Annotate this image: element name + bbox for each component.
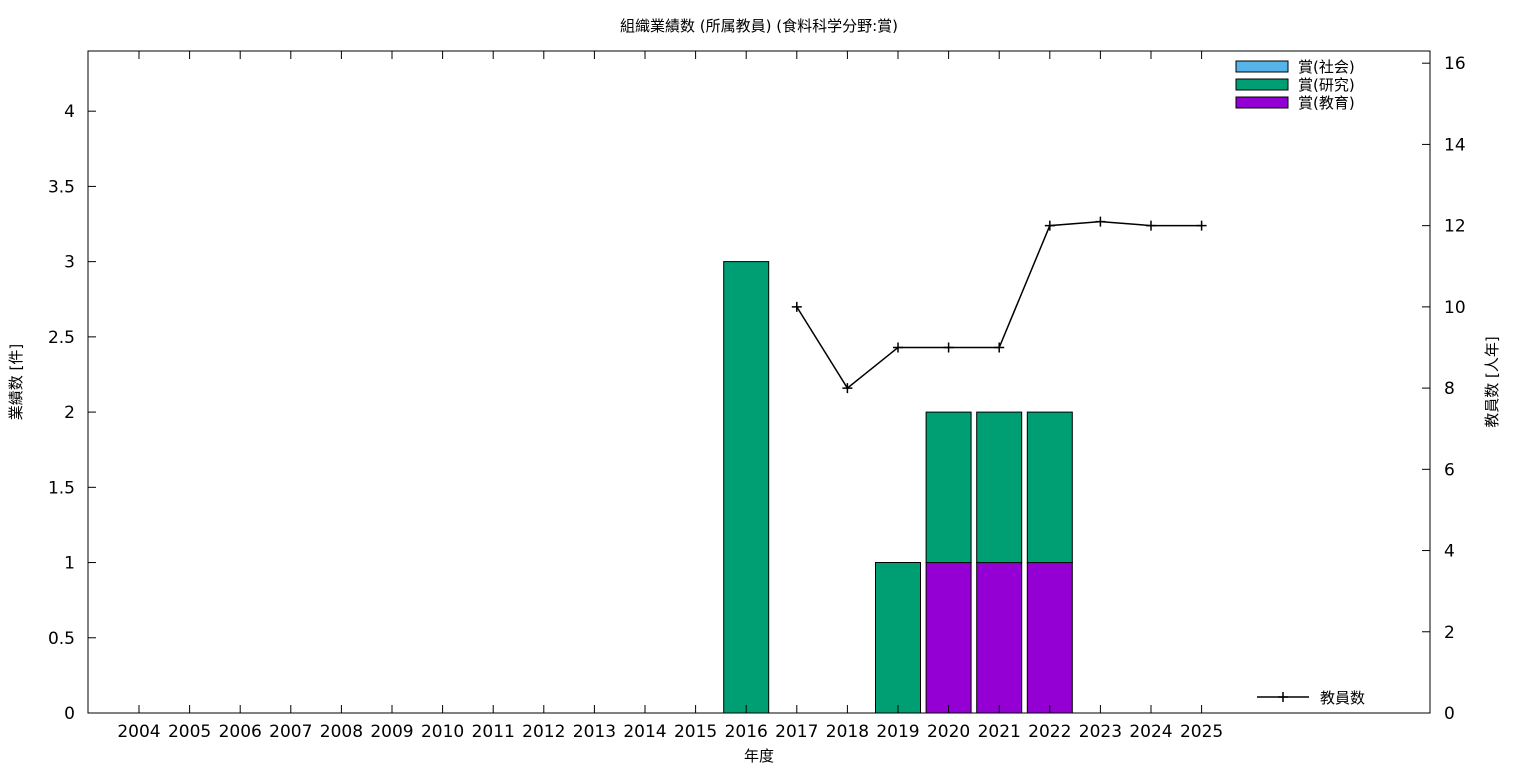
y2-tick-label-0: 0 <box>1444 704 1455 724</box>
y-tick-label-8: 4 <box>64 102 75 122</box>
y-axis-label: 業績数 [件] <box>7 344 25 420</box>
y2-tick-label-1: 2 <box>1444 623 1455 643</box>
y2-tick-label-7: 14 <box>1444 135 1466 155</box>
line-point-2023 <box>1095 216 1106 227</box>
bar-2022-series-1 <box>1026 411 1073 564</box>
line-point-2018 <box>842 383 853 394</box>
x-tick-label-2013: 2013 <box>573 722 616 742</box>
x-tick-label-2010: 2010 <box>421 722 464 742</box>
line-point-2025 <box>1196 220 1207 231</box>
bar-2021-series-0 <box>976 562 1023 714</box>
y2-tick-label-4: 8 <box>1444 379 1455 399</box>
y2-axis-label: 教員数 [人年] <box>1483 336 1501 427</box>
legend-label-2: 賞(教育) <box>1298 94 1355 112</box>
bar-2022-series-0 <box>1026 562 1073 714</box>
x-tick-label-2007: 2007 <box>269 722 312 742</box>
x-axis-label: 年度 <box>744 747 774 765</box>
x-tick-label-2004: 2004 <box>117 722 160 742</box>
chart-title: 組織業績数 (所属教員) (食料科学分野:賞) <box>620 17 898 35</box>
x-tick-label-2008: 2008 <box>320 722 363 742</box>
x-tick-label-2006: 2006 <box>219 722 262 742</box>
legend-label-0: 賞(社会) <box>1298 58 1355 76</box>
bar-2021-series-1 <box>976 411 1023 564</box>
x-tick-label-2020: 2020 <box>927 722 970 742</box>
line-legend-label: 教員数 <box>1320 689 1365 707</box>
y-tick-label-1: 0.5 <box>48 629 75 649</box>
x-tick-label-2019: 2019 <box>876 722 919 742</box>
x-tick-label-2018: 2018 <box>826 722 869 742</box>
legend-swatch-0 <box>1235 60 1289 73</box>
bar-2019-series-1 <box>875 562 921 714</box>
faculty-line-group <box>791 216 1207 394</box>
line-point-2020 <box>943 342 954 353</box>
x-tick-label-2024: 2024 <box>1129 722 1172 742</box>
x-axis-ticks: 2004 2005 2006 2007 2008 2009 2010 2011 2012 2013… <box>117 51 1223 742</box>
legend: 賞(社会)賞(研究)賞(教育) <box>1235 58 1355 112</box>
y-tick-label-3: 1.5 <box>48 478 75 498</box>
faculty-line <box>796 220 1202 390</box>
x-tick-label-2017: 2017 <box>775 722 818 742</box>
y-tick-label-2: 1 <box>64 554 75 574</box>
y2-tick-label-3: 6 <box>1444 460 1455 480</box>
x-tick-label-2021: 2021 <box>978 722 1021 742</box>
bar-2016-series-1 <box>723 261 770 714</box>
x-tick-label-2022: 2022 <box>1028 722 1071 742</box>
x-tick-label-2009: 2009 <box>370 722 413 742</box>
left-axis-ticks: 0 0.5 1 1.5 2 2.5 3 3.5 4 <box>48 102 96 724</box>
y-tick-label-4: 2 <box>64 403 75 423</box>
bar-2020-series-0 <box>925 562 972 714</box>
line-point-2021 <box>994 342 1005 353</box>
x-tick-label-2011: 2011 <box>472 722 515 742</box>
line-legend-marker <box>1278 692 1288 702</box>
x-tick-label-2023: 2023 <box>1079 722 1122 742</box>
x-tick-label-2015: 2015 <box>674 722 717 742</box>
bar-2020-series-1 <box>925 411 972 564</box>
legend-label-1: 賞(研究) <box>1298 76 1355 94</box>
y-tick-label-0: 0 <box>64 704 75 724</box>
line-point-2019 <box>893 342 903 353</box>
y-tick-label-7: 3.5 <box>48 177 75 197</box>
line-point-2017 <box>791 301 802 312</box>
legend-swatch-1 <box>1235 78 1289 91</box>
plot-frame <box>87 50 1431 714</box>
y2-tick-label-8: 16 <box>1444 54 1466 74</box>
y-tick-label-5: 2.5 <box>48 328 75 348</box>
x-tick-label-2025: 2025 <box>1180 722 1223 742</box>
bars-group <box>723 261 1073 714</box>
line-point-2024 <box>1146 220 1156 231</box>
y2-tick-label-5: 10 <box>1444 298 1466 318</box>
x-tick-label-2005: 2005 <box>168 722 211 742</box>
right-axis-ticks: 0 2 4 6 8 10 12 14 16 <box>1422 54 1466 724</box>
line-legend: 教員数 <box>1257 689 1365 707</box>
y-tick-label-6: 3 <box>64 253 75 273</box>
y2-tick-label-6: 12 <box>1444 217 1466 237</box>
x-tick-label-2014: 2014 <box>623 722 666 742</box>
x-tick-label-2012: 2012 <box>522 722 565 742</box>
x-tick-label-2016: 2016 <box>725 722 768 742</box>
legend-swatch-2 <box>1235 96 1289 109</box>
y2-tick-label-2: 4 <box>1444 542 1455 562</box>
line-point-2022 <box>1044 220 1055 231</box>
